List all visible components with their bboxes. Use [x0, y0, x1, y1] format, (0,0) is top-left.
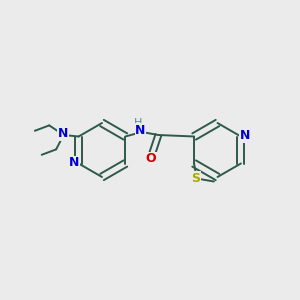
Text: H: H	[134, 118, 142, 128]
Text: O: O	[146, 152, 157, 166]
Text: N: N	[69, 156, 79, 170]
Text: N: N	[135, 124, 146, 137]
Text: N: N	[240, 129, 250, 142]
Text: N: N	[58, 127, 68, 140]
Text: S: S	[191, 172, 200, 185]
